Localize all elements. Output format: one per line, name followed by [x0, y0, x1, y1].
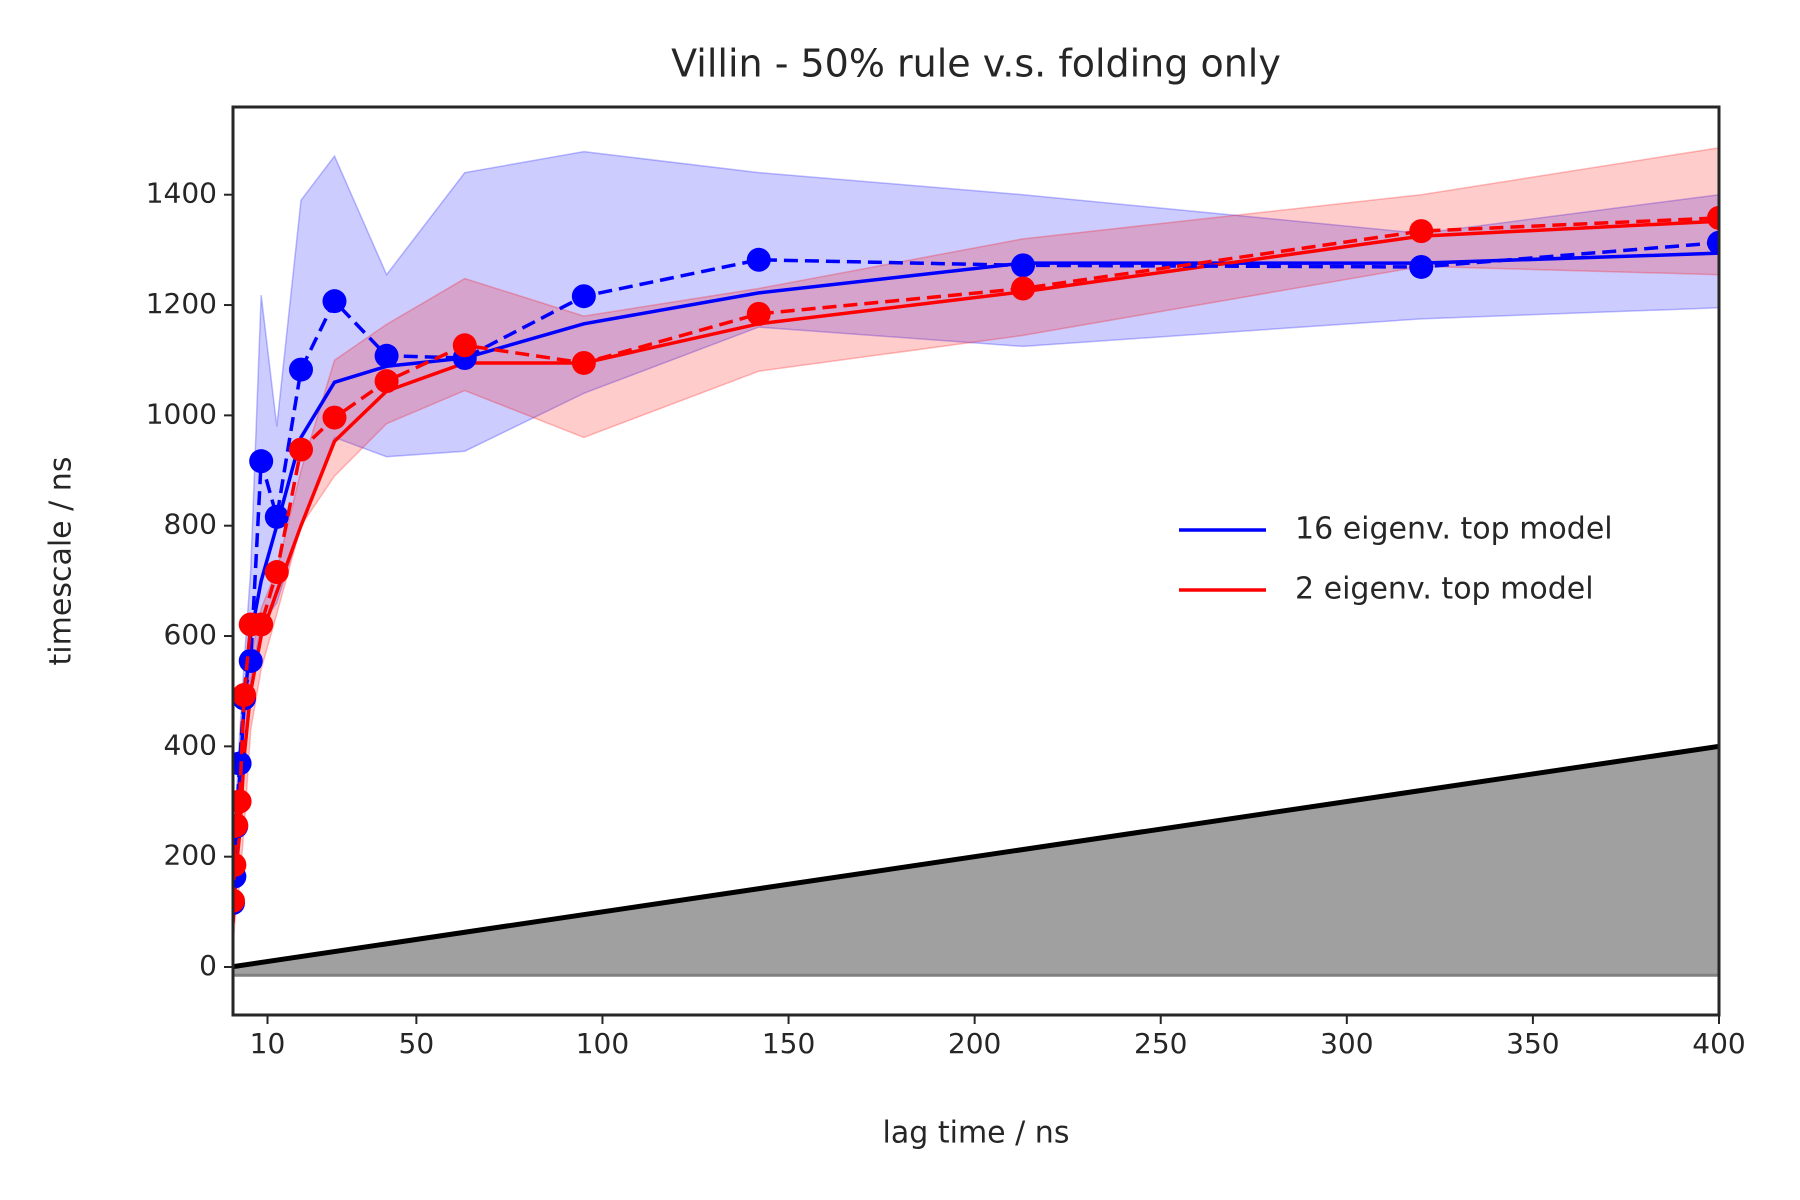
data-point — [1409, 219, 1434, 244]
data-point — [233, 683, 257, 708]
y-tick-label: 600 — [164, 618, 217, 651]
plot-frame — [231, 105, 1721, 1017]
data-point — [1707, 205, 1719, 230]
data-point — [1707, 230, 1719, 255]
x-tick-label: 300 — [1320, 1027, 1373, 1060]
data-point — [1409, 254, 1434, 279]
data-point — [249, 612, 274, 637]
dashed-line — [233, 240, 1719, 904]
data-point — [288, 437, 313, 462]
data-point — [571, 284, 596, 309]
legend-label: 16 eigenv. top model — [1295, 512, 1613, 547]
data-point — [233, 852, 247, 877]
reference-line — [233, 743, 1719, 970]
data-point — [1011, 253, 1036, 278]
x-tick-label: 400 — [1692, 1027, 1745, 1060]
x-tick-label: 10 — [250, 1027, 286, 1060]
data-point — [746, 301, 771, 326]
data-point — [571, 350, 596, 375]
data-point — [233, 813, 249, 838]
data-point — [264, 560, 289, 585]
legend-label: 2 eigenv. top model — [1295, 572, 1594, 607]
data-point — [233, 789, 252, 814]
y-axis-label: timescale / ns — [44, 457, 79, 666]
x-axis-label: lag time / ns — [883, 1116, 1070, 1151]
x-tick-label: 100 — [576, 1027, 629, 1060]
y-tick-label: 0 — [199, 949, 217, 982]
x-tick-label: 50 — [399, 1027, 435, 1060]
data-point — [322, 289, 347, 314]
y-tick-label: 400 — [164, 728, 217, 761]
x-tick-label: 150 — [762, 1027, 815, 1060]
data-point — [264, 504, 289, 529]
data-point — [322, 405, 347, 430]
data-point — [374, 343, 399, 368]
data-point — [249, 449, 274, 474]
data-point — [238, 648, 263, 673]
data-point — [233, 888, 245, 913]
y-tick-label: 200 — [164, 839, 217, 872]
y-tick-label: 800 — [164, 508, 217, 541]
data-point — [374, 369, 399, 394]
x-tick-label: 200 — [948, 1027, 1001, 1060]
plot-area — [233, 147, 1719, 977]
y-tick-label: 1000 — [146, 397, 217, 430]
y-tick-label: 1200 — [146, 287, 217, 320]
data-point — [288, 357, 313, 382]
data-point — [452, 333, 477, 358]
x-tick-label: 250 — [1134, 1027, 1187, 1060]
legend: 16 eigenv. top model 2 eigenv. top model — [1179, 512, 1613, 607]
data-point — [746, 247, 771, 272]
x-tick-label: 350 — [1506, 1027, 1559, 1060]
y-tick-label: 1400 — [146, 177, 217, 210]
chart-title: Villin - 50% rule v.s. folding only — [671, 42, 1281, 86]
series-line — [233, 219, 1719, 923]
data-point — [1011, 276, 1036, 301]
